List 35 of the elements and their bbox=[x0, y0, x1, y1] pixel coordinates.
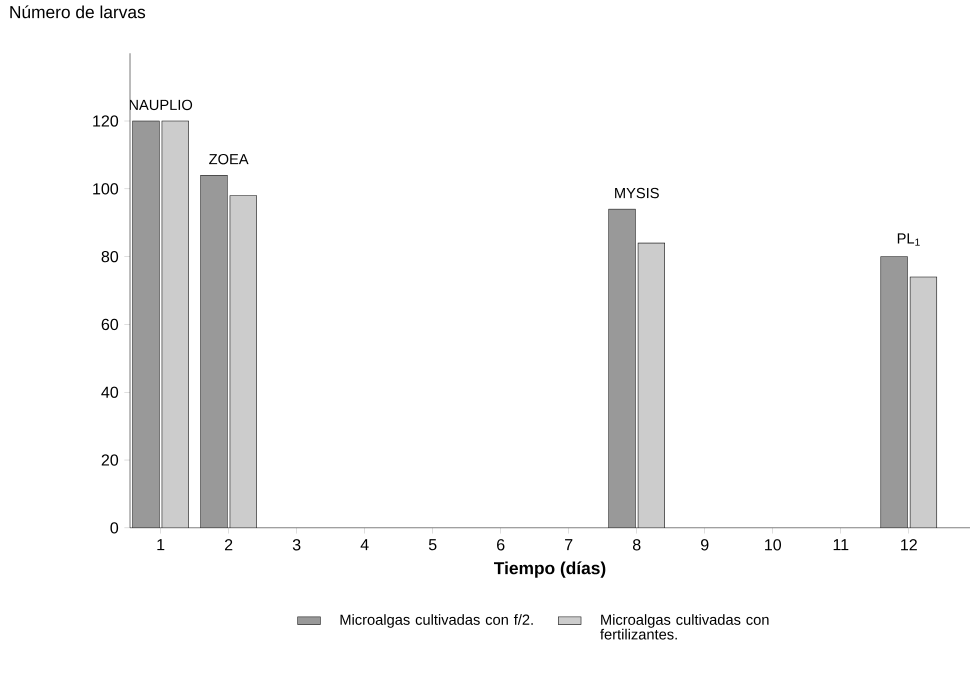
x-tick-label: 2 bbox=[224, 539, 232, 550]
bar bbox=[230, 196, 257, 528]
x-tick-label: 1 bbox=[157, 539, 164, 550]
x-axis-title: Tiempo (días) bbox=[494, 561, 606, 578]
x-tick-label: 10 bbox=[765, 539, 782, 551]
y-tick-label: 60 bbox=[102, 318, 118, 330]
bar bbox=[162, 121, 189, 528]
x-tick-label: 12 bbox=[901, 539, 917, 550]
y-axis-title: Número de larvas bbox=[10, 5, 146, 18]
annotation: ZOEA bbox=[209, 154, 249, 164]
y-tick-label: 40 bbox=[101, 386, 118, 398]
bar bbox=[132, 121, 160, 528]
y-tick-label: 0 bbox=[110, 522, 118, 534]
x-tick-label: 9 bbox=[701, 539, 708, 551]
annotation: MYSIS bbox=[615, 188, 659, 198]
x-tick-label: 3 bbox=[292, 539, 300, 551]
y-tick-label: 120 bbox=[93, 115, 118, 127]
bar bbox=[608, 209, 636, 528]
legend-label: Microalgas cultivadas con fertilizantes. bbox=[600, 614, 769, 640]
x-tick-label: 5 bbox=[428, 539, 436, 550]
bar bbox=[910, 276, 938, 528]
x-tick-label: 6 bbox=[497, 539, 504, 551]
x-tick-label: 4 bbox=[360, 539, 369, 550]
y-tick-label: 80 bbox=[102, 251, 118, 262]
x-tick-label: 11 bbox=[834, 539, 848, 550]
x-tick-label: 8 bbox=[632, 539, 640, 551]
legend-label: Microalgas cultivadas con f/2. bbox=[340, 614, 533, 628]
y-tick-label: 20 bbox=[102, 454, 118, 466]
x-tick-label: 7 bbox=[565, 539, 572, 550]
bar bbox=[880, 256, 908, 528]
bar bbox=[638, 243, 665, 528]
y-tick-label: 100 bbox=[93, 183, 118, 195]
annotation: PL$_{1}$ bbox=[898, 233, 920, 246]
bar bbox=[200, 175, 228, 528]
annotation: NAUPLIO bbox=[130, 100, 192, 110]
